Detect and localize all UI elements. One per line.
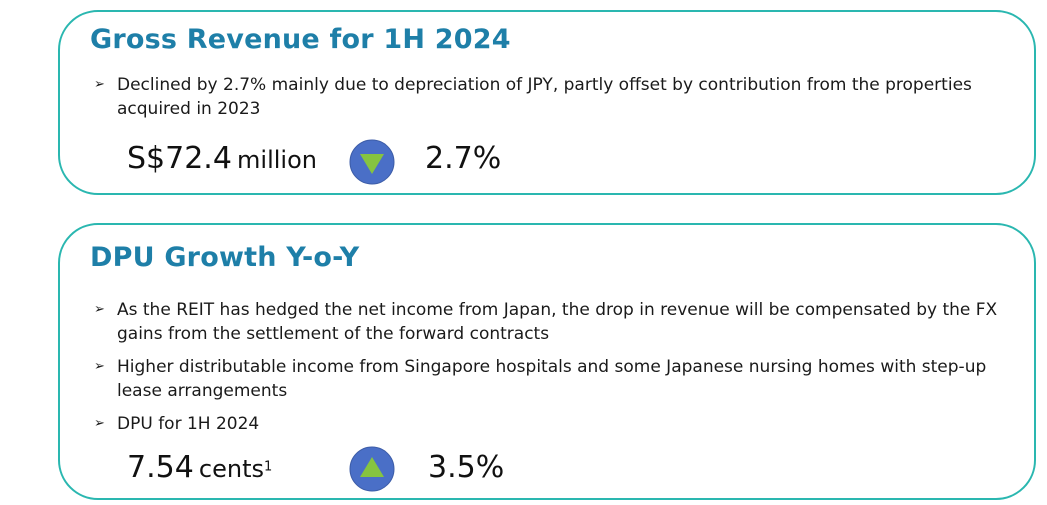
gross-revenue-change: 2.7% bbox=[425, 141, 502, 176]
metric-number: 7.54 bbox=[127, 450, 194, 485]
footnote-marker: 1 bbox=[263, 459, 273, 475]
bullet-item: ➢ Declined by 2.7% mainly due to depreci… bbox=[94, 73, 1029, 121]
gross-revenue-value: S$72.4 million bbox=[127, 141, 317, 176]
bullet-arrow-icon: ➢ bbox=[94, 302, 105, 317]
bullet-arrow-icon: ➢ bbox=[94, 77, 105, 92]
metric-unit: cents bbox=[198, 455, 264, 483]
dpu-change: 3.5% bbox=[428, 450, 505, 485]
bullet-arrow-icon: ➢ bbox=[94, 416, 105, 431]
bullet-text: As the REIT has hedged the net income fr… bbox=[117, 300, 998, 344]
bullet-text: DPU for 1H 2024 bbox=[117, 414, 260, 434]
down-arrow-icon bbox=[349, 139, 395, 185]
bullet-text: Higher distributable income from Singapo… bbox=[117, 357, 987, 401]
bullet-arrow-icon: ➢ bbox=[94, 359, 105, 374]
dpu-value: 7.54 cents1 bbox=[127, 450, 272, 485]
dpu-growth-title: DPU Growth Y-o-Y bbox=[90, 242, 360, 273]
gross-revenue-card: Gross Revenue for 1H 2024 ➢ Declined by … bbox=[58, 10, 1036, 195]
metric-unit: million bbox=[237, 146, 317, 174]
dpu-growth-card: DPU Growth Y-o-Y ➢ As the REIT has hedge… bbox=[58, 223, 1036, 500]
bullet-item: ➢ DPU for 1H 2024 bbox=[94, 412, 1029, 436]
up-arrow-icon bbox=[349, 446, 395, 492]
gross-revenue-title: Gross Revenue for 1H 2024 bbox=[90, 24, 511, 55]
bullet-text: Declined by 2.7% mainly due to depreciat… bbox=[117, 75, 972, 119]
metric-number: S$72.4 bbox=[127, 141, 232, 176]
bullet-item: ➢ Higher distributable income from Singa… bbox=[94, 355, 1029, 403]
bullet-item: ➢ As the REIT has hedged the net income … bbox=[94, 298, 1029, 346]
